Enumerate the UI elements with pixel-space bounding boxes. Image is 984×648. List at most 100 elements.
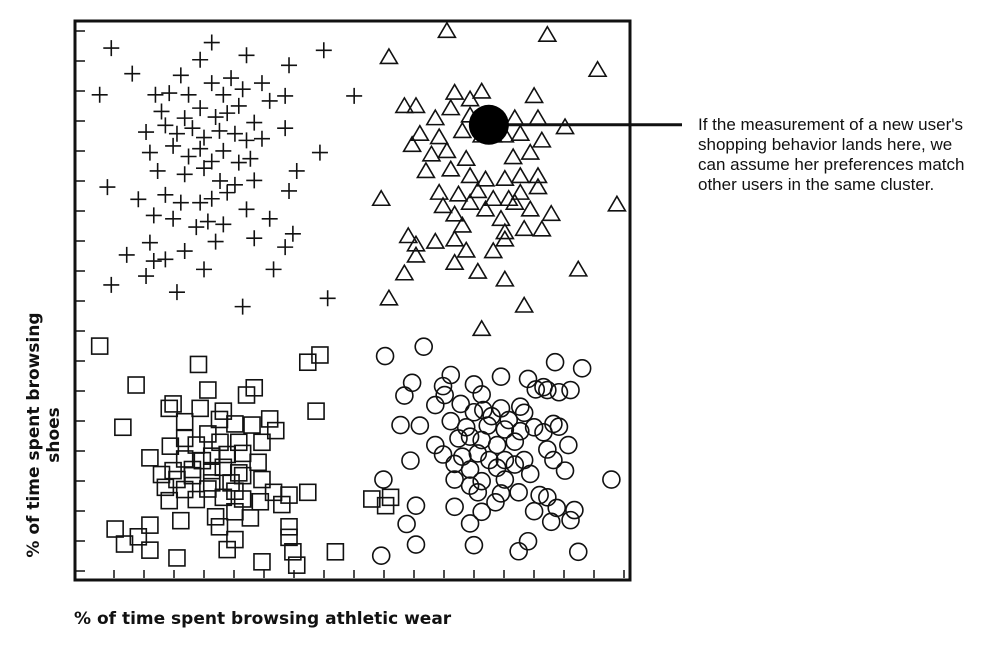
point-circle [524,501,544,521]
point-plus [223,70,240,87]
point-plus [246,172,263,189]
point-triangle [444,204,465,222]
point-circle [495,470,515,489]
point-triangle [379,288,399,306]
point-circle [524,417,544,437]
point-circle [451,394,470,414]
point-triangle [475,169,496,187]
point-triangle [429,183,450,200]
point-circle [509,541,528,561]
point-circle [435,385,454,405]
point-triangle [448,184,469,202]
point-circle [433,445,453,464]
point-plus [199,213,216,230]
point-plus [315,42,332,59]
point-circle [472,502,491,522]
point-plus [157,251,174,268]
point-triangle [520,199,541,217]
point-plus [311,144,328,161]
point-plus [188,219,205,236]
point-circle [559,435,578,455]
point-plus [253,75,270,92]
point-plus [176,243,193,260]
point-triangle [444,253,465,270]
point-triangle [494,269,515,287]
point-triangle [528,177,548,195]
point-triangle [398,226,419,244]
point-plus [246,114,263,131]
point-square [206,507,225,526]
point-square [226,415,244,433]
point-plus [219,105,236,122]
point-circle [602,470,621,489]
point-plus [261,210,278,227]
point-triangle [429,127,450,145]
point-plus [180,86,197,103]
point-square [106,520,124,538]
point-square [172,511,190,530]
point-square [280,517,298,536]
point-plus [215,216,232,233]
point-plus [168,284,185,301]
point-circle [520,464,540,484]
point-triangle [406,96,426,114]
point-triangle [524,86,545,104]
point-triangle [471,81,492,99]
point-triangle [510,166,531,184]
point-plus [196,261,213,278]
y-axis-label: % of time spent browsing shoes [24,312,64,558]
point-plus [230,154,247,171]
point-plus [99,179,116,196]
point-circle [414,337,434,356]
point-plus [234,298,251,315]
point-plus [238,201,255,218]
point-plus [124,65,141,82]
point-triangle [452,121,473,139]
point-plus [288,162,305,179]
y-axis-ticks [76,30,85,572]
series-square [90,337,400,574]
point-triangle [460,193,480,210]
point-plus [203,153,220,170]
point-circle [565,500,584,520]
point-square [249,453,267,472]
point-triangle [406,245,426,263]
point-plus [165,210,182,227]
point-triangle [475,199,496,217]
point-circle [406,535,426,554]
point-circle [374,470,393,489]
point-plus [145,253,162,270]
point-square [260,410,279,428]
point-square [280,486,298,504]
point-plus [284,225,301,242]
point-plus [180,148,197,165]
point-square [141,541,159,559]
point-circle [499,410,519,430]
point-circle [425,395,445,415]
point-triangle [541,204,562,222]
point-plus [172,194,189,211]
point-triangle [503,147,524,165]
point-plus [118,246,135,263]
point-plus [281,182,298,199]
point-square [156,478,175,497]
point-circle [375,346,395,366]
point-circle [514,403,534,423]
point-plus [192,100,209,117]
point-plus [141,234,158,251]
point-circle [561,380,580,400]
point-square [191,399,209,418]
point-triangle [440,159,461,177]
point-square [376,496,395,515]
point-triangle [425,231,446,249]
point-plus [168,125,185,142]
point-square [160,399,179,418]
point-plus [196,129,213,146]
point-triangle [510,124,531,141]
point-triangle [587,60,608,78]
point-triangle [568,259,589,277]
point-triangle [531,219,552,237]
point-circle [401,451,420,470]
point-circle [561,510,580,530]
point-triangle [402,135,423,153]
